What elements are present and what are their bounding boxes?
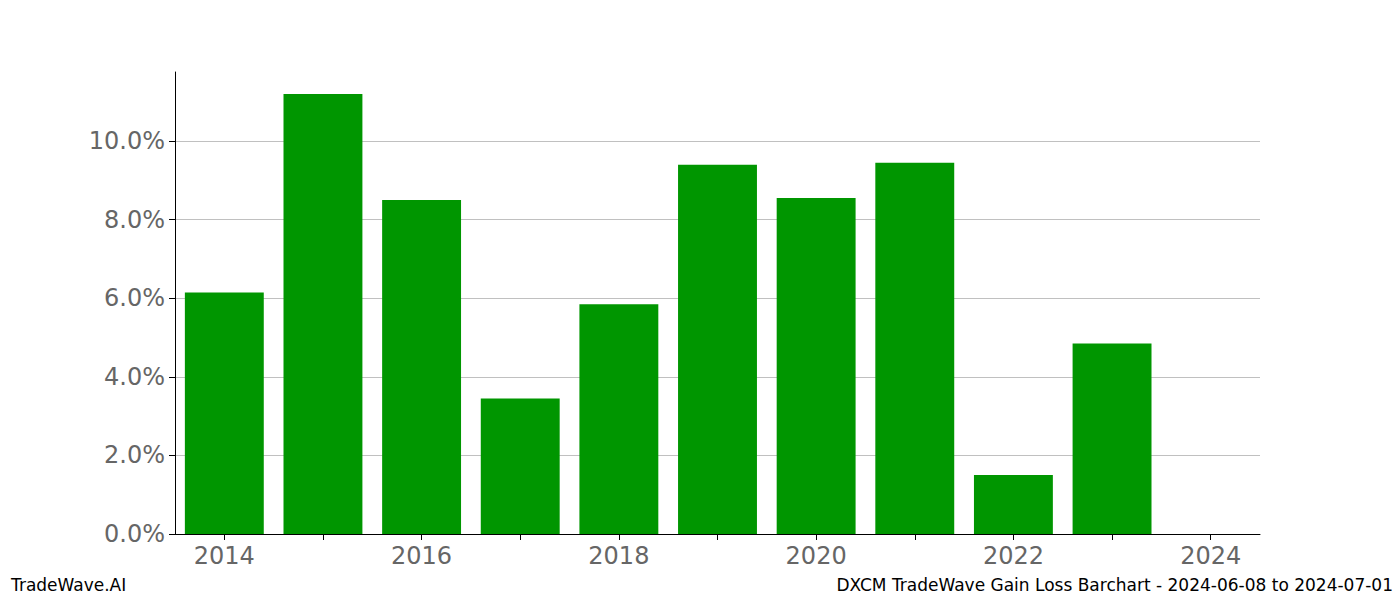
svg-text:8.0%: 8.0% (104, 206, 165, 234)
svg-text:2024: 2024 (1180, 542, 1241, 570)
svg-text:2.0%: 2.0% (104, 441, 165, 469)
svg-text:2018: 2018 (588, 542, 649, 570)
svg-text:10.0%: 10.0% (89, 127, 165, 155)
svg-text:DXCM TradeWave Gain Loss Barch: DXCM TradeWave Gain Loss Barchart - 2024… (836, 575, 1393, 595)
svg-text:4.0%: 4.0% (104, 363, 165, 391)
svg-text:2016: 2016 (391, 542, 452, 570)
svg-text:2020: 2020 (786, 542, 847, 570)
svg-text:2022: 2022 (983, 542, 1044, 570)
svg-text:0.0%: 0.0% (104, 520, 165, 548)
svg-text:2014: 2014 (194, 542, 255, 570)
svg-text:TradeWave.AI: TradeWave.AI (10, 575, 126, 595)
svg-text:6.0%: 6.0% (104, 284, 165, 312)
